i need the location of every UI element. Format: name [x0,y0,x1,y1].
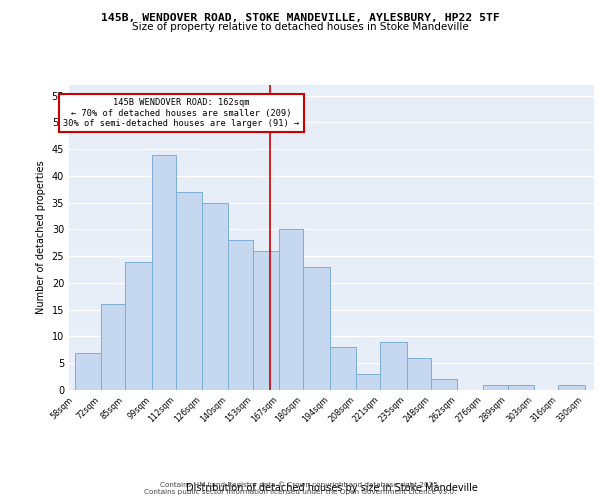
X-axis label: Distribution of detached houses by size in Stoke Mandeville: Distribution of detached houses by size … [185,482,478,492]
Bar [329,347,356,390]
Bar [407,358,431,390]
Bar [508,384,534,390]
Bar [229,240,253,390]
Bar [380,342,407,390]
Text: Size of property relative to detached houses in Stoke Mandeville: Size of property relative to detached ho… [131,22,469,32]
Text: 145B WENDOVER ROAD: 162sqm
← 70% of detached houses are smaller (209)
30% of sem: 145B WENDOVER ROAD: 162sqm ← 70% of deta… [64,98,299,128]
Bar [559,384,584,390]
Bar [304,267,329,390]
Text: Contains HM Land Registry data © Crown copyright and database right 2025.: Contains HM Land Registry data © Crown c… [160,481,440,488]
Text: Contains public sector information licensed under the Open Government Licence v3: Contains public sector information licen… [144,489,456,495]
Bar [202,202,229,390]
Bar [176,192,202,390]
Bar [101,304,125,390]
Text: 145B, WENDOVER ROAD, STOKE MANDEVILLE, AYLESBURY, HP22 5TF: 145B, WENDOVER ROAD, STOKE MANDEVILLE, A… [101,12,499,22]
Bar [253,251,279,390]
Bar [279,230,304,390]
Bar [431,380,457,390]
Bar [151,154,176,390]
Bar [125,262,151,390]
Bar [356,374,380,390]
Y-axis label: Number of detached properties: Number of detached properties [36,160,46,314]
Bar [74,352,101,390]
Bar [484,384,508,390]
